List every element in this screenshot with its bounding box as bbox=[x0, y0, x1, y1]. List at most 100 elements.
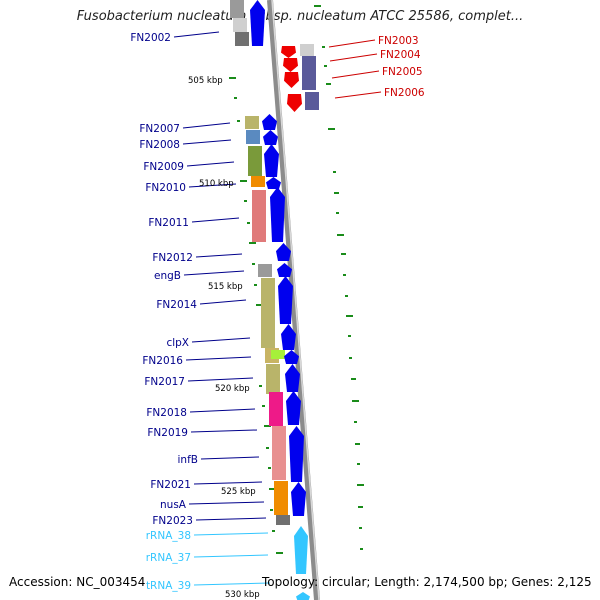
gc-tick-outer bbox=[334, 192, 339, 194]
red-gene-arrow bbox=[283, 58, 298, 72]
gc-tick-inner bbox=[234, 97, 237, 99]
cog-block bbox=[305, 92, 319, 110]
gc-tick-inner bbox=[270, 509, 273, 511]
gc-tick-inner bbox=[276, 552, 283, 554]
cds-arrow bbox=[270, 187, 285, 242]
gc-tick-outer bbox=[314, 5, 321, 7]
gc-tick-outer bbox=[359, 527, 362, 529]
gene-label-FN2023: FN2023 bbox=[152, 515, 193, 527]
cds-arrow bbox=[266, 177, 281, 189]
gc-tick-inner bbox=[268, 467, 271, 469]
gene-label-infB: infB bbox=[178, 454, 198, 466]
map-title: Fusobacterium nucleatum subsp. nucleatum… bbox=[76, 9, 524, 24]
cds-arrow bbox=[289, 426, 304, 482]
gc-tick-inner bbox=[262, 405, 265, 407]
gc-tick-outer bbox=[333, 171, 336, 173]
scale-label: 510 kbp bbox=[199, 179, 234, 189]
gc-tick-outer bbox=[345, 295, 348, 297]
gene-label-FN2016: FN2016 bbox=[142, 355, 183, 367]
gene-leader-line bbox=[189, 408, 256, 413]
gc-tick-outer bbox=[346, 315, 353, 317]
scale-labels: 505 kbp 510 kbp 515 kbp 520 kbp 525 kbp 530 k… bbox=[188, 76, 260, 600]
gc-tick-outer bbox=[337, 234, 344, 236]
scale-label: 530 kbp bbox=[225, 590, 260, 600]
gene-leader-line bbox=[187, 377, 254, 382]
gc-tick-inner bbox=[237, 120, 240, 122]
gc-tick-outer bbox=[324, 65, 327, 67]
gc-tick-outer bbox=[348, 335, 351, 337]
gc-tick-inner bbox=[264, 425, 271, 427]
gene-label-FN2002: FN2002 bbox=[130, 32, 171, 44]
gene-leader-line bbox=[193, 532, 269, 536]
cds-arrow bbox=[291, 482, 306, 516]
cog-block bbox=[258, 264, 272, 277]
gc-tick-inner bbox=[247, 222, 250, 224]
cds-arrow bbox=[284, 350, 299, 364]
gene-labels: FN2002 FN2007 FN2008 FN2009 FN2010 FN2011 FN20… bbox=[130, 31, 425, 592]
gene-leader-line bbox=[186, 161, 235, 167]
gc-tick-inner bbox=[269, 488, 276, 490]
gene-leader-line bbox=[199, 299, 247, 305]
cog-block bbox=[276, 515, 290, 525]
cog-block bbox=[233, 18, 247, 32]
cog-block bbox=[271, 350, 285, 359]
cog-block bbox=[261, 278, 275, 348]
gene-label-FN2012: FN2012 bbox=[152, 252, 193, 264]
cds-arrow bbox=[281, 324, 296, 350]
cog-track bbox=[230, 0, 319, 525]
gc-skew-track bbox=[229, 5, 364, 554]
gc-tick-inner bbox=[259, 385, 262, 387]
gene-label-FN2004: FN2004 bbox=[380, 49, 421, 61]
cog-block bbox=[269, 392, 283, 426]
gc-tick-outer bbox=[341, 253, 346, 255]
gene-leader-line bbox=[329, 53, 378, 62]
gc-tick-outer bbox=[357, 463, 360, 465]
gc-tick-outer bbox=[326, 83, 331, 85]
gc-tick-outer bbox=[355, 443, 360, 445]
scale-label: 505 kbp bbox=[188, 76, 223, 86]
gene-leader-line bbox=[195, 253, 243, 258]
red-gene-arrow bbox=[281, 46, 296, 58]
gene-label-tRNA_39: tRNA_39 bbox=[146, 580, 191, 592]
gene-label-rRNA_37: rRNA_37 bbox=[146, 552, 191, 564]
gc-tick-outer bbox=[358, 506, 363, 508]
gc-tick-outer bbox=[328, 128, 335, 130]
gene-label-FN2007: FN2007 bbox=[139, 123, 180, 135]
gene-leader-line bbox=[188, 501, 265, 505]
gene-label-FN2008: FN2008 bbox=[139, 139, 180, 151]
gc-tick-outer bbox=[336, 212, 339, 214]
gc-tick-inner bbox=[256, 304, 263, 306]
gene-label-FN2010: FN2010 bbox=[145, 182, 186, 194]
topology-text: Topology: circular; Length: 2,174,500 bp… bbox=[262, 575, 592, 589]
gene-leader-line bbox=[173, 31, 220, 38]
cog-block bbox=[230, 0, 244, 18]
gc-tick-inner bbox=[244, 200, 247, 202]
scale-label: 520 kbp bbox=[215, 384, 250, 394]
cds-arrow bbox=[285, 364, 300, 392]
gc-tick-outer bbox=[357, 484, 364, 486]
cog-block bbox=[235, 32, 249, 46]
gene-label-FN2019: FN2019 bbox=[147, 427, 188, 439]
cds-arrow bbox=[278, 276, 293, 324]
gene-leader-line bbox=[195, 517, 267, 521]
gc-tick-outer bbox=[349, 357, 352, 359]
red-gene-arrow bbox=[287, 94, 302, 112]
gene-label-clpX: clpX bbox=[166, 337, 189, 349]
cog-block bbox=[252, 190, 266, 242]
gene-leader-line bbox=[193, 582, 271, 586]
scale-label: 515 kbp bbox=[208, 282, 243, 292]
gene-label-FN2006: FN2006 bbox=[384, 87, 425, 99]
cds-arrow bbox=[250, 0, 265, 46]
gene-leader-line bbox=[182, 139, 232, 145]
gc-tick-inner bbox=[272, 530, 275, 532]
gene-leader-line bbox=[200, 456, 260, 460]
gc-tick-inner bbox=[252, 263, 255, 265]
backbone-line bbox=[267, 0, 320, 600]
cog-block bbox=[251, 176, 265, 187]
cog-block bbox=[266, 364, 280, 394]
gc-tick-outer bbox=[352, 400, 359, 402]
gene-leader-line bbox=[334, 91, 382, 99]
backbone-track bbox=[267, 0, 320, 600]
gene-label-FN2021: FN2021 bbox=[150, 479, 191, 491]
